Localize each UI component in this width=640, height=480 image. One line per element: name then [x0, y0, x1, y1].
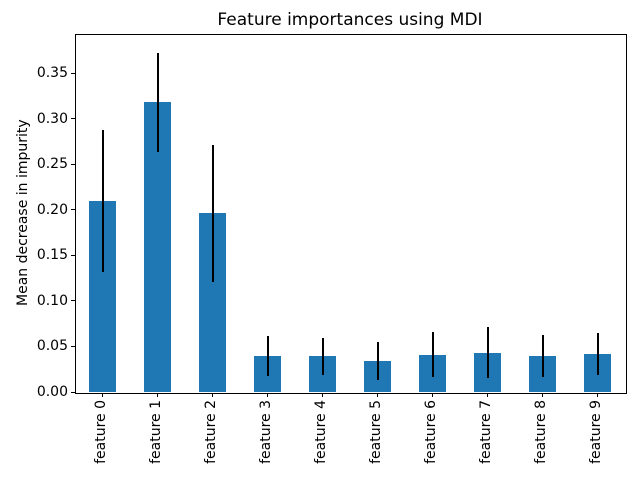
- y-tick-label: 0.10: [36, 292, 68, 309]
- error-bar: [101, 129, 104, 272]
- x-tick-mark: [157, 393, 158, 397]
- x-tick-mark: [597, 393, 598, 397]
- x-tick-mark: [487, 393, 488, 397]
- y-tick-mark: [71, 118, 75, 120]
- x-tick-label: feature 2: [202, 400, 219, 464]
- y-tick-label: 0.05: [36, 338, 68, 355]
- y-tick-mark: [71, 72, 75, 74]
- error-bar: [211, 145, 214, 282]
- y-tick-mark: [71, 254, 75, 256]
- y-tick-mark: [71, 209, 75, 211]
- x-tick-mark: [377, 393, 378, 397]
- x-tick-label: feature 0: [92, 400, 109, 464]
- chart-title: Feature importances using MDI: [217, 10, 483, 30]
- x-tick-label: feature 1: [147, 400, 164, 464]
- y-tick-mark: [71, 300, 75, 302]
- error-bar: [266, 335, 269, 376]
- y-tick-mark: [71, 391, 75, 393]
- x-tick-label: feature 5: [367, 400, 384, 464]
- y-tick-label: 0.15: [36, 247, 68, 264]
- x-tick-mark: [432, 393, 433, 397]
- x-tick-mark: [542, 393, 543, 397]
- y-tick-label: 0.00: [36, 384, 68, 400]
- x-tick-mark: [267, 393, 268, 397]
- error-bar: [156, 53, 159, 152]
- error-bar: [541, 334, 544, 377]
- error-bar: [596, 332, 599, 375]
- y-tick-mark: [71, 345, 75, 347]
- y-tick-mark: [71, 163, 75, 165]
- error-bar: [321, 338, 324, 375]
- x-tick-label: feature 4: [312, 400, 329, 464]
- x-tick-mark: [322, 393, 323, 397]
- x-tick-mark: [212, 393, 213, 397]
- error-bar: [486, 327, 489, 379]
- y-tick-label: 0.25: [36, 156, 68, 173]
- y-tick-label: 0.30: [36, 110, 68, 127]
- x-tick-label: feature 9: [587, 400, 604, 464]
- y-tick-label: 0.35: [36, 65, 68, 82]
- y-tick-label: 0.20: [36, 201, 68, 218]
- x-tick-label: feature 6: [422, 400, 439, 464]
- x-tick-mark: [102, 393, 103, 397]
- x-tick-label: feature 8: [532, 400, 549, 464]
- x-tick-label: feature 3: [257, 400, 274, 464]
- error-bar: [376, 341, 379, 381]
- error-bar: [431, 331, 434, 378]
- x-tick-label: feature 7: [477, 400, 494, 464]
